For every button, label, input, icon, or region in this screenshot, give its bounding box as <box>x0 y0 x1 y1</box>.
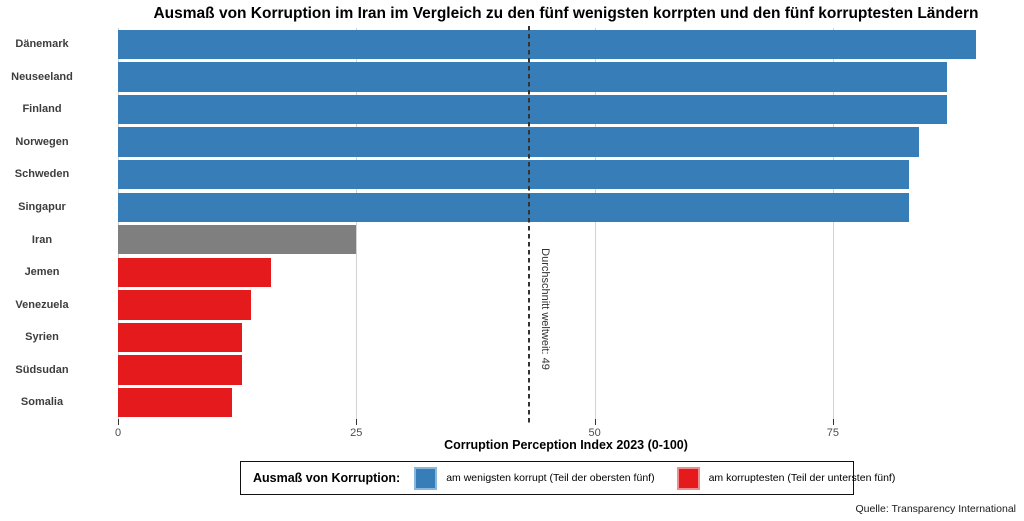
bar-row <box>118 126 1014 159</box>
bar-neuseeland <box>118 62 948 92</box>
source-credit: Quelle: Transparency International <box>855 503 1016 515</box>
bar-somalia <box>118 388 233 418</box>
y-axis-label: Venezuela <box>15 298 69 311</box>
x-axis-tick <box>118 419 119 425</box>
y-axis-label: Schweden <box>14 168 70 181</box>
bar-iran <box>118 225 357 255</box>
bar-jemen <box>118 257 271 288</box>
chart-title: Ausmaß von Korruption im Iran im Verglei… <box>153 5 979 22</box>
bar-schweden <box>118 159 910 190</box>
reference-line-label: Durchschnitt weltweit: 49 <box>538 248 551 370</box>
x-tick-label: 0 <box>114 427 122 439</box>
y-axis-label: Syrien <box>25 331 59 344</box>
legend-item-label-most-corrupt: am korruptesten (Teil der untersten fünf… <box>708 472 896 484</box>
y-axis-label: Norwegen <box>15 135 69 148</box>
bar-venezuela <box>118 290 252 320</box>
bar-südsudan <box>118 355 242 385</box>
bar-row <box>118 158 1014 191</box>
x-tick-label: 25 <box>350 427 363 439</box>
bar-row <box>118 61 1014 94</box>
gridline <box>832 28 834 419</box>
bar-row <box>118 93 1014 126</box>
y-axis-label: Neuseeland <box>11 70 73 83</box>
bar-syrien <box>118 322 242 353</box>
legend-swatch-most-corrupt <box>676 466 700 490</box>
y-axis-label: Jemen <box>24 266 60 279</box>
x-axis-tick <box>594 419 596 425</box>
bar-finland <box>118 94 948 125</box>
gridline <box>118 28 119 419</box>
bar-singapur <box>118 192 910 222</box>
bar-row <box>118 354 1014 387</box>
x-axis-tick <box>356 419 358 425</box>
y-axis-label: Dänemark <box>15 38 69 50</box>
y-axis-label: Finland <box>22 103 62 116</box>
bar-dänemark <box>118 29 976 59</box>
bar-row <box>118 386 1014 419</box>
x-axis-tick <box>832 419 834 425</box>
legend-title: Ausmaß von Korruption: <box>253 471 401 485</box>
bar-row <box>118 289 1014 322</box>
x-axis-title: Corruption Perception Index 2023 (0-100) <box>444 438 688 452</box>
bar-row <box>118 191 1014 224</box>
gridline <box>594 28 596 419</box>
x-tick-label: 75 <box>826 427 840 439</box>
y-axis-label: Südsudan <box>15 363 69 376</box>
y-axis-label: Iran <box>31 233 53 246</box>
y-axis-label: Somalia <box>20 396 64 409</box>
legend-swatch-least-corrupt <box>414 466 438 490</box>
bar-row <box>118 321 1014 354</box>
bar-row <box>118 28 1014 61</box>
plot-area <box>118 28 1014 419</box>
world-average-reference-line <box>527 26 530 425</box>
legend-item-label-least-corrupt: am wenigsten korrupt (Teil der obersten … <box>446 472 655 484</box>
legend-box: Ausmaß von Korruption: am wenigsten korr… <box>240 461 895 495</box>
bar-row <box>118 224 1014 257</box>
gridline <box>356 28 358 419</box>
bar-norwegen <box>118 127 919 157</box>
bar-row <box>118 256 1014 289</box>
x-tick-label: 50 <box>588 427 601 439</box>
y-axis-label: Singapur <box>18 200 66 213</box>
